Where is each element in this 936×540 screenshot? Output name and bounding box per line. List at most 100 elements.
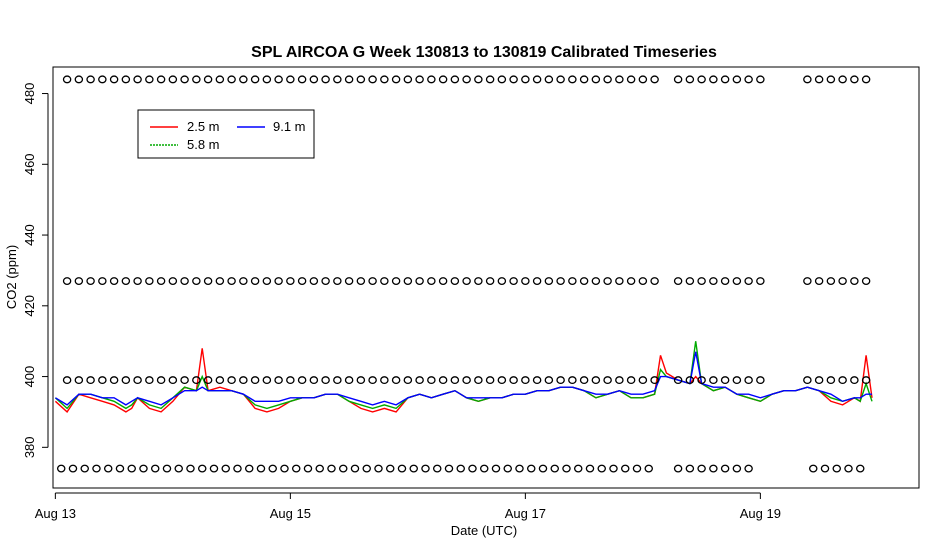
legend-box	[137, 109, 315, 159]
calibration-point	[756, 376, 765, 385]
calibration-point	[268, 464, 277, 473]
calibration-point	[615, 376, 624, 385]
calibration-point	[385, 464, 395, 473]
legend-label-9-1m: 9.1 m	[273, 119, 306, 134]
calibration-point	[650, 376, 659, 385]
calibration-point	[309, 376, 319, 385]
y-tick-label: 440	[22, 224, 37, 246]
calibration-point	[838, 376, 847, 385]
x-tick-label: Aug 15	[270, 506, 311, 521]
calibration-point	[391, 75, 401, 84]
calibration-point	[256, 464, 266, 473]
calibration-point	[109, 75, 119, 84]
calibration-point	[303, 464, 313, 473]
calibration-point	[732, 75, 742, 84]
calibration-point	[133, 376, 142, 385]
calibration-point	[650, 277, 659, 285]
calibration-point	[356, 376, 366, 385]
calibration-point	[215, 75, 225, 84]
calibration-point	[333, 277, 342, 285]
calibration-point	[286, 75, 295, 84]
calibration-point	[438, 277, 448, 285]
calibration-point	[262, 376, 272, 385]
calibration-point	[579, 277, 589, 285]
calibration-point	[109, 277, 119, 285]
calibration-point	[250, 376, 260, 385]
calibration-point	[350, 464, 360, 473]
calibration-point	[803, 75, 812, 84]
calibration-point	[186, 464, 195, 473]
calibration-point	[145, 376, 154, 385]
calibration-point	[297, 376, 307, 385]
calibration-point	[550, 464, 559, 473]
calibration-point	[145, 277, 154, 285]
calibration-point	[521, 376, 530, 385]
calibration-point	[826, 376, 836, 385]
calibration-point	[98, 376, 107, 385]
calibration-point	[861, 75, 871, 84]
calibration-point	[239, 75, 248, 84]
calibration-point	[556, 277, 565, 285]
y-tick-label: 480	[22, 83, 37, 105]
calibration-point	[474, 376, 483, 385]
calibration-point	[697, 464, 706, 473]
calibration-point	[562, 464, 571, 473]
calibration-point	[579, 75, 589, 84]
calibration-point	[709, 277, 718, 285]
calibration-point	[573, 464, 583, 473]
calibration-point	[274, 277, 283, 285]
calibration-point	[720, 277, 730, 285]
calibration-point	[274, 376, 283, 385]
calibration-point	[203, 75, 213, 84]
calibration-point	[850, 277, 859, 285]
calibration-point	[356, 75, 366, 84]
calibration-point	[74, 75, 84, 84]
calibration-point	[215, 376, 225, 385]
calibration-point	[479, 464, 489, 473]
calibration-point	[521, 75, 530, 84]
calibration-point	[68, 464, 78, 473]
calibration-point	[450, 75, 460, 84]
legend-label-5-8m: 5.8 m	[187, 137, 220, 152]
calibration-point	[103, 464, 113, 473]
y-tick-label: 460	[22, 153, 37, 175]
calibration-point	[850, 75, 859, 84]
series-line-5-8-m	[54, 341, 873, 410]
calibration-point	[744, 75, 753, 84]
calibration-point	[321, 75, 330, 84]
calibration-point	[685, 75, 695, 84]
calibration-point	[644, 464, 653, 473]
calibration-point	[333, 376, 342, 385]
calibration-point	[309, 277, 319, 285]
calibration-point	[579, 376, 589, 385]
calibration-point	[474, 277, 483, 285]
calibration-point	[98, 277, 107, 285]
calibration-point	[744, 464, 753, 473]
calibration-point	[515, 464, 524, 473]
calibration-point	[156, 75, 166, 84]
calibration-point	[803, 376, 812, 385]
calibration-point	[709, 464, 718, 473]
calibration-point	[391, 277, 401, 285]
plot-frame	[52, 66, 920, 489]
calibration-point	[509, 376, 518, 385]
calibration-point	[450, 376, 460, 385]
calibration-point	[203, 376, 213, 385]
calibration-point	[568, 376, 577, 385]
calibration-point	[538, 464, 548, 473]
calibration-point	[297, 75, 307, 84]
calibration-point	[344, 75, 354, 84]
chart-title: SPL AIRCOA G Week 130813 to 130819 Calib…	[251, 44, 717, 61]
x-tick-label: Aug 13	[35, 506, 76, 521]
calibration-point	[374, 464, 383, 473]
calibration-point	[532, 277, 542, 285]
calibration-point	[92, 464, 101, 473]
calibration-point	[685, 277, 695, 285]
calibration-point	[362, 464, 371, 473]
calibration-point	[321, 277, 330, 285]
calibration-point	[415, 75, 424, 84]
calibration-point	[368, 75, 377, 84]
calibration-point	[168, 277, 178, 285]
calibration-point	[556, 376, 565, 385]
